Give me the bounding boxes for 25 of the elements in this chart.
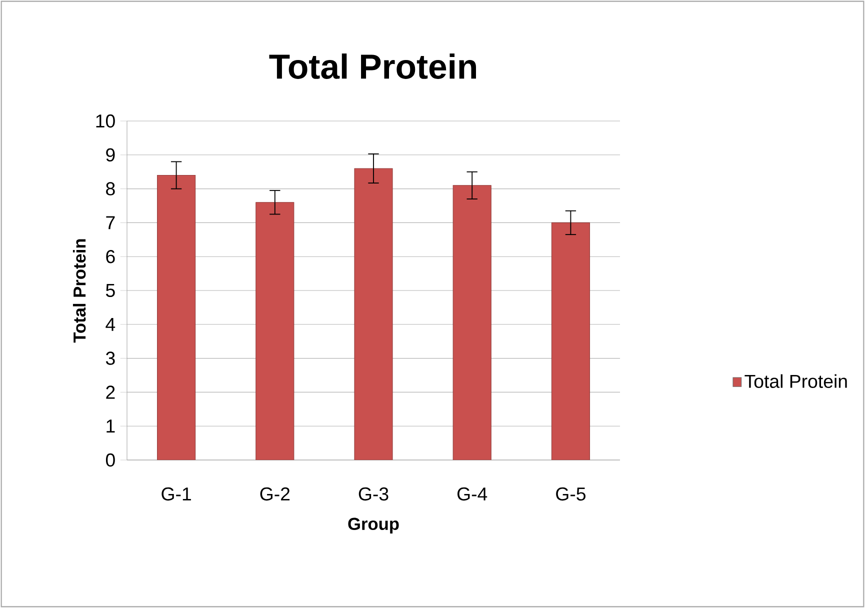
y-tick-label: 3 — [106, 352, 115, 365]
bar — [256, 202, 294, 460]
y-tick-label: 5 — [106, 284, 115, 298]
x-tick-label: G-5 — [556, 487, 586, 501]
x-tick-label: G-1 — [162, 487, 191, 501]
y-tick-label: 4 — [106, 318, 116, 331]
chart-title: Total Protein — [269, 54, 476, 79]
y-tick-label: 9 — [106, 148, 115, 162]
legend-label: Total Protein — [744, 374, 847, 388]
y-axis-title: Total Protein — [72, 239, 86, 343]
x-axis-title: Group — [348, 518, 399, 534]
y-tick-label: 2 — [106, 386, 115, 399]
y-tick-label: 1 — [106, 420, 115, 433]
y-tick-label: 8 — [106, 182, 115, 196]
y-tick-label: 7 — [106, 216, 115, 230]
x-tick-label: G-3 — [358, 487, 388, 501]
bar — [452, 185, 492, 460]
bar — [157, 174, 196, 460]
y-tick-label: 10 — [96, 114, 115, 128]
bar — [354, 168, 393, 460]
y-tick-label: 0 — [106, 453, 115, 467]
y-tick-label: 6 — [106, 250, 115, 264]
x-tick-label: G-4 — [457, 487, 488, 501]
bar — [551, 222, 590, 460]
x-tick-label: G-2 — [260, 487, 290, 501]
